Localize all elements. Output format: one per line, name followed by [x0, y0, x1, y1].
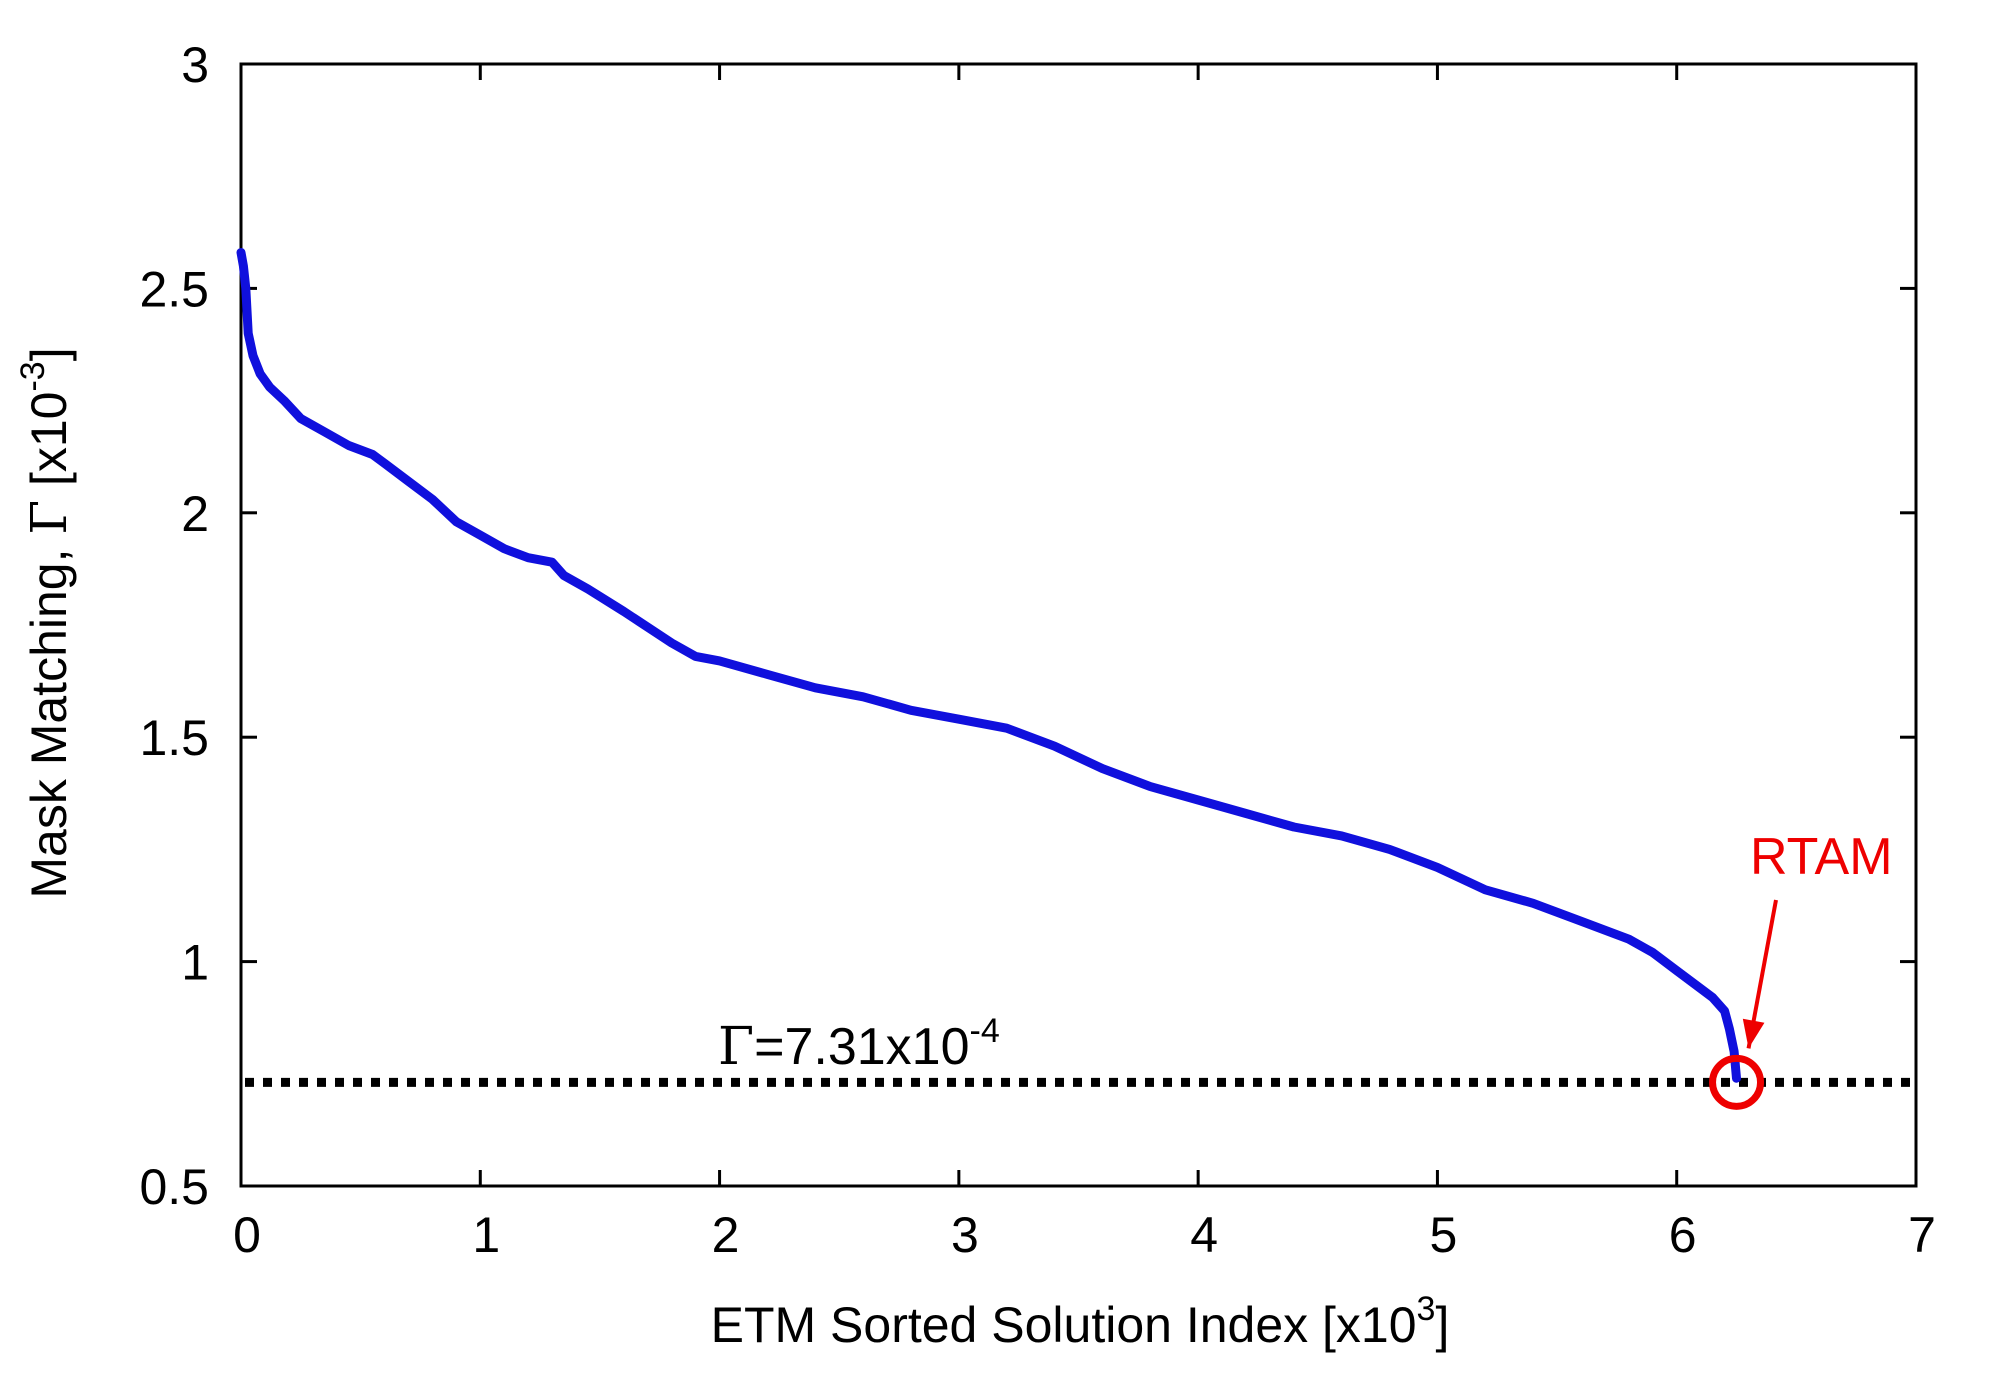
x-axis-label-base: ETM Sorted Solution Index [x10: [711, 1297, 1417, 1353]
x-axis-label: ETM Sorted Solution Index [x103]: [711, 1290, 1450, 1353]
y-axis-label-greek: Γ: [20, 500, 78, 535]
series-line: [236, 248, 1741, 1083]
y-axis-label: Mask Matching, Γ [x10-3]: [14, 347, 78, 898]
threshold-label-greek: Γ: [718, 1017, 754, 1077]
threshold-label: Γ=7.31x10-4: [718, 1012, 1000, 1077]
x-axis-label-tail: ]: [1435, 1297, 1449, 1353]
x-tick-label: 1: [472, 1207, 500, 1263]
y-tick-label: 2: [181, 486, 209, 542]
x-tick-label: 0: [233, 1207, 261, 1263]
x-tick-label: 4: [1190, 1207, 1218, 1263]
rtam-arrowhead: [1742, 1018, 1765, 1049]
y-axis-label-sup: -3: [14, 361, 52, 391]
y-axis-label-base: Mask Matching,: [21, 535, 77, 899]
x-tick-label: 7: [1908, 1207, 1936, 1263]
x-tick-label: 2: [712, 1207, 740, 1263]
y-tick-label: 3: [181, 37, 209, 93]
x-tick-label: 3: [951, 1207, 979, 1263]
y-tick-label: 2.5: [139, 261, 209, 317]
y-tick-label: 1: [181, 935, 209, 991]
x-axis-label-sup: 3: [1417, 1290, 1436, 1328]
y-tick-label: 0.5: [139, 1159, 209, 1215]
y-axis-label-tail: ]: [21, 347, 77, 361]
y-tick-label: 1.5: [139, 710, 209, 766]
plot-frame: [239, 62, 1918, 1188]
y-axis-ticks: 0.5 1 1.5 2 2.5 3: [139, 37, 1916, 1215]
threshold-label-base: =7.31x10: [754, 1018, 969, 1076]
y-axis-label-mid: [x10: [21, 392, 77, 500]
x-tick-label: 6: [1669, 1207, 1697, 1263]
threshold-label-sup: -4: [970, 1012, 1000, 1050]
rtam-marker: [1709, 1054, 1765, 1110]
rtam-label: RTAM: [1750, 828, 1893, 886]
x-tick-label: 5: [1430, 1207, 1458, 1263]
x-axis-ticks: 0 1 2 3 4 5 6 7: [233, 64, 1936, 1263]
